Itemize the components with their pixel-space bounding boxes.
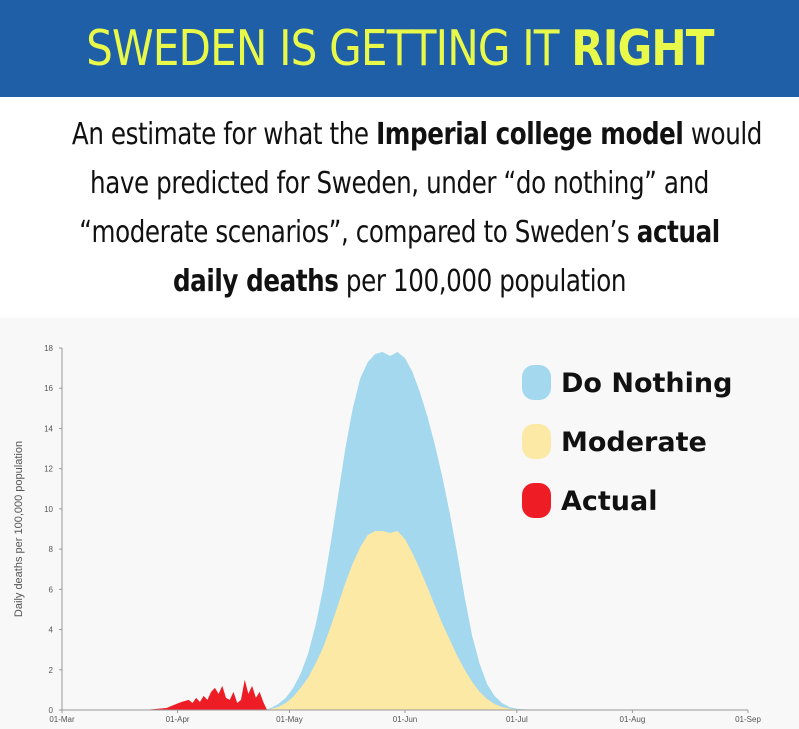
- x-tick-label: 01-Jul: [506, 715, 528, 724]
- y-axis-title: Daily deaths per 100,000 population: [13, 441, 25, 617]
- y-tick-label: 18: [44, 344, 53, 353]
- x-tick-label: 01-Sep: [735, 715, 761, 724]
- legend-label-do-nothing: Do Nothing: [561, 368, 732, 399]
- legend-swatch-moderate: [522, 424, 551, 459]
- y-tick-label: 6: [49, 585, 54, 594]
- subtitle-line-4: daily deaths per 100,000 population: [172, 264, 627, 299]
- area-do-nothing: [263, 352, 532, 710]
- y-tick-label: 8: [49, 545, 54, 554]
- chart: 0 2 4 6 8 10 12 14 16 18 01-Mar 01-Apr 01-May 01-Jun…: [13, 344, 761, 724]
- subtitle-line-2: have predicted for Sweden, under “do not…: [90, 166, 709, 201]
- x-tick-label: 01-Jun: [393, 715, 417, 724]
- y-tick-label: 14: [44, 424, 53, 433]
- y-tick-label: 0: [49, 706, 54, 715]
- subtitle-line-3: “moderate scenarios”, compared to Sweden…: [79, 215, 720, 250]
- area-moderate: [263, 531, 525, 710]
- y-tick-label: 12: [44, 465, 53, 474]
- legend-label-moderate: Moderate: [561, 427, 707, 458]
- x-tick-label: 01-Apr: [166, 715, 190, 724]
- subtitle-line-1: An estimate for what the Imperial colleg…: [71, 117, 763, 152]
- legend-label-actual: Actual: [561, 486, 658, 517]
- legend-swatch-actual: [522, 483, 551, 518]
- x-tick-label: 01-May: [276, 715, 303, 724]
- header-banner: SWEDEN IS GETTING IT RIGHT: [0, 0, 799, 97]
- y-tick-label: 16: [44, 384, 53, 393]
- chart-panel: 0 2 4 6 8 10 12 14 16 18 01-Mar 01-Apr 01-May 01-Jun…: [0, 318, 799, 729]
- y-tick-label: 10: [44, 505, 53, 514]
- x-tick-label: 01-Mar: [49, 715, 75, 724]
- y-tick-label: 4: [49, 626, 54, 635]
- legend-swatch-do-nothing: [522, 365, 551, 400]
- headline: SWEDEN IS GETTING IT RIGHT: [85, 20, 714, 77]
- y-tick-label: 2: [49, 666, 54, 675]
- area-actual: [144, 679, 268, 710]
- x-tick-label: 01-Aug: [620, 715, 646, 724]
- subtitle: An estimate for what the Imperial colleg…: [0, 110, 799, 306]
